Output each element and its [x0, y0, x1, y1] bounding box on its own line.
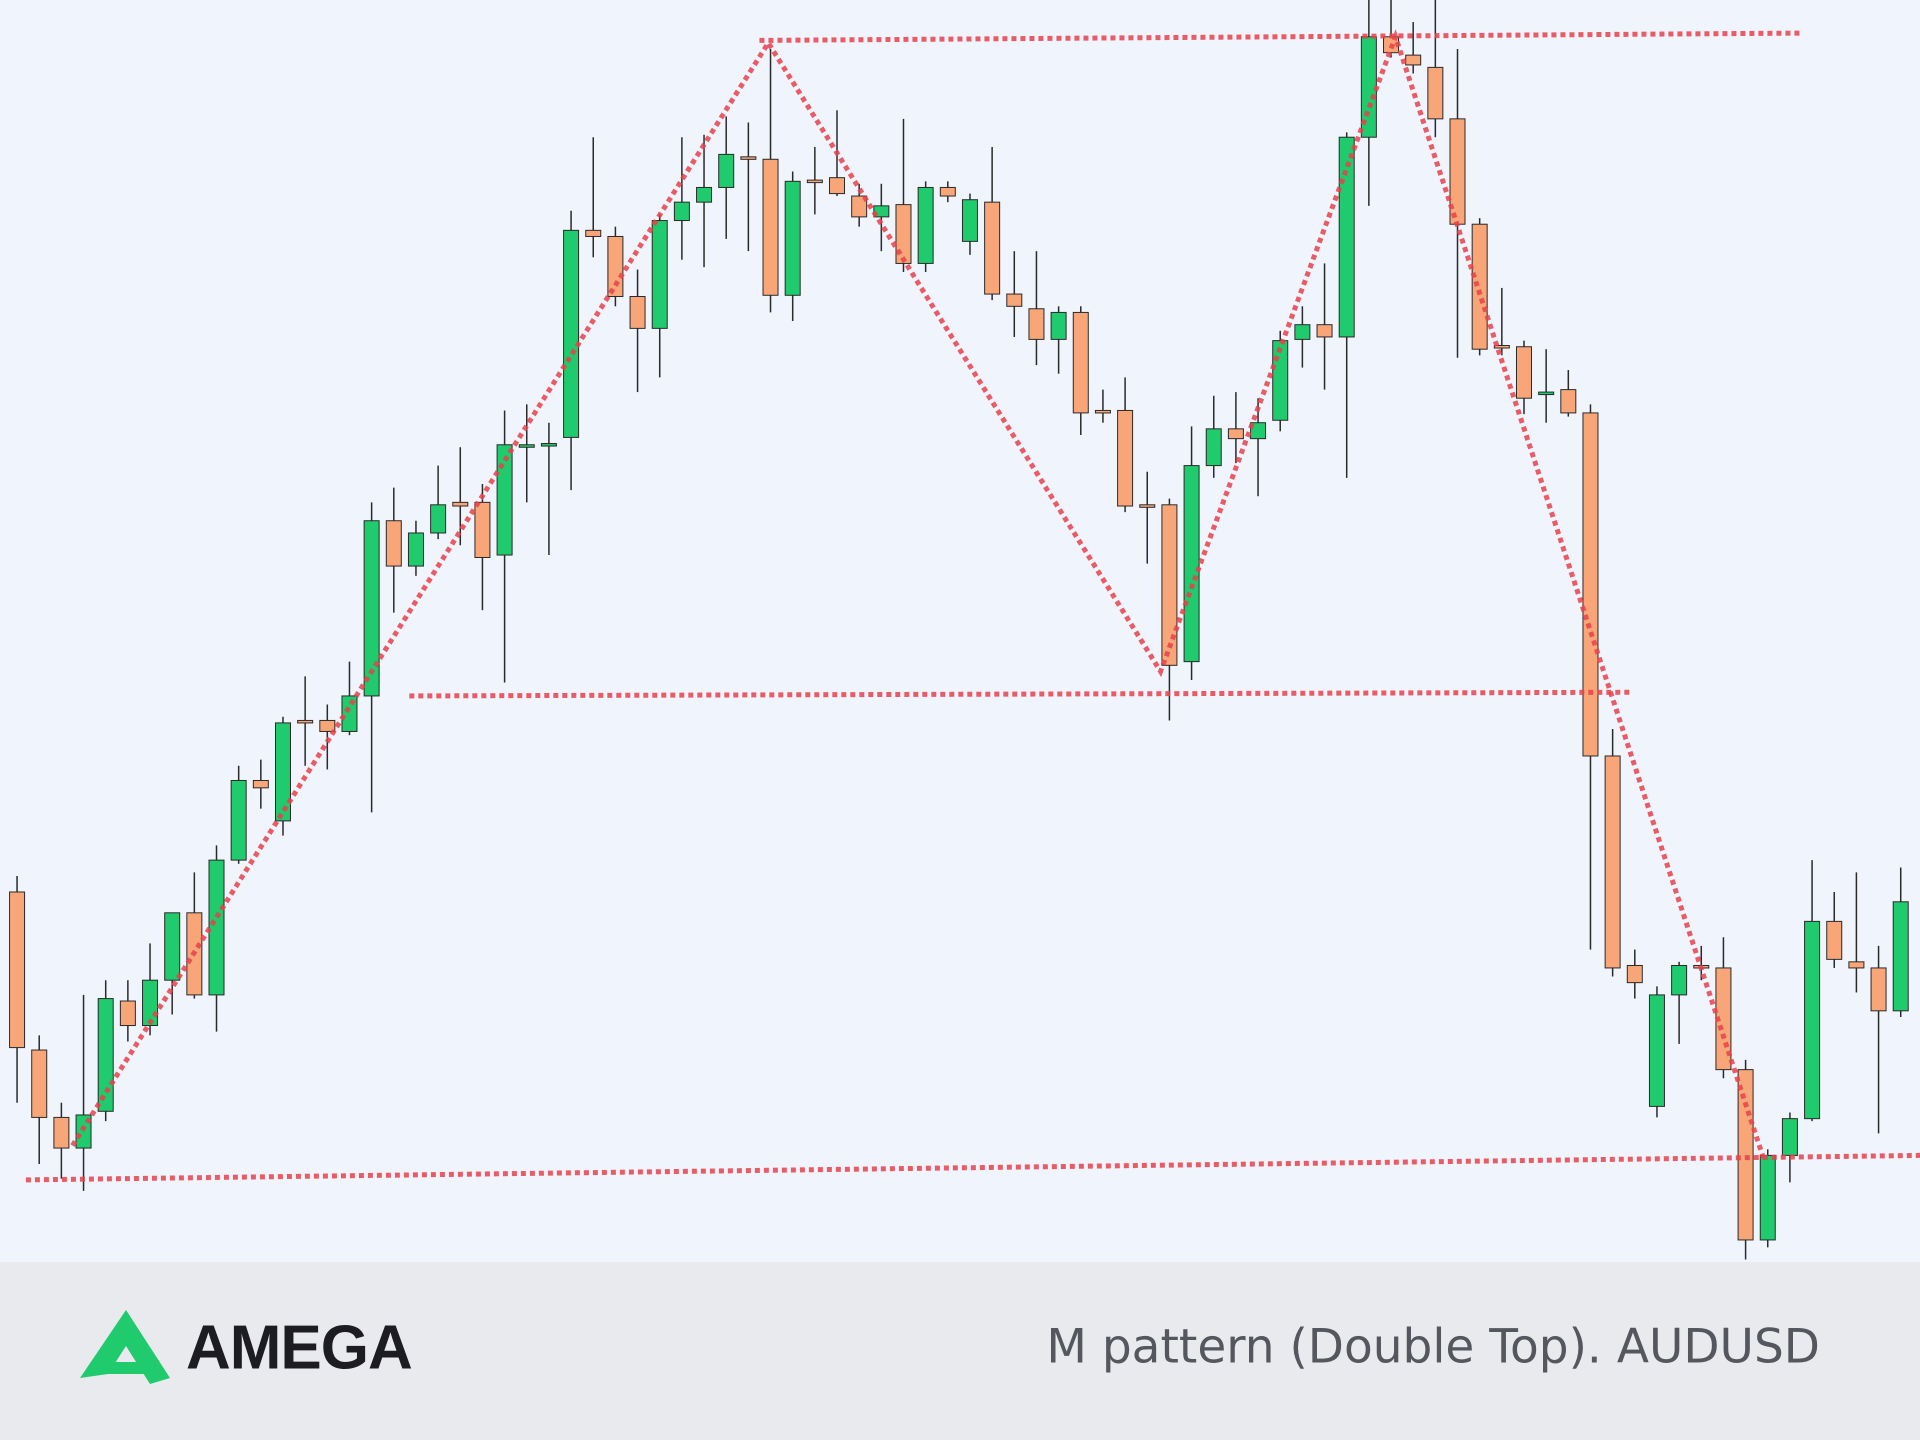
candle-body	[1205, 428, 1222, 467]
candle-body	[917, 186, 934, 264]
candle-body	[1604, 755, 1621, 969]
plot-area	[9, 0, 1920, 1260]
candle-body	[1582, 412, 1599, 757]
candle-body	[1250, 422, 1267, 440]
candle-body	[75, 1114, 92, 1149]
candle-body	[740, 156, 757, 160]
candle-body	[1804, 920, 1821, 1120]
candle-body	[961, 199, 978, 242]
chart-title: M pattern (Double Top). AUDUSD	[1046, 1320, 1820, 1375]
candle-body	[784, 180, 801, 296]
candle-body	[851, 195, 868, 218]
candle-body	[1405, 54, 1422, 66]
candle-body	[1560, 389, 1577, 414]
candle-body	[1117, 409, 1134, 507]
pattern-line	[70, 29, 1766, 1159]
candle-body	[1427, 66, 1444, 120]
candle-body	[939, 186, 956, 197]
candle-body	[1006, 293, 1023, 307]
candle-body	[1826, 920, 1843, 960]
candle-body	[651, 220, 668, 329]
candle-body	[496, 444, 513, 556]
candle-body	[1671, 964, 1688, 996]
candle-body	[1139, 504, 1156, 508]
candle-body	[895, 204, 912, 264]
candle-body	[673, 201, 690, 222]
candle-body	[984, 201, 1001, 295]
candle-body	[1227, 428, 1244, 440]
candle-body	[540, 443, 557, 447]
footer	[0, 1262, 1920, 1440]
candle-body	[1648, 994, 1665, 1107]
candle-body	[164, 912, 181, 981]
candle-body	[1072, 311, 1089, 414]
candle-body	[119, 1000, 136, 1027]
candle-body	[385, 520, 402, 567]
candle-body	[1848, 961, 1865, 969]
candle-body	[31, 1049, 48, 1118]
candle-body	[563, 229, 580, 438]
candle-body	[97, 998, 114, 1112]
candle-body	[407, 532, 424, 567]
candle-body	[1892, 901, 1909, 1012]
candle-body	[696, 186, 713, 203]
candle-body	[585, 229, 602, 237]
candle-body	[208, 859, 225, 996]
candle-body	[252, 779, 269, 789]
candle-body	[829, 177, 846, 195]
candle-body	[806, 179, 823, 184]
candle-body	[1781, 1118, 1798, 1156]
candle-body	[452, 501, 469, 507]
pattern-line	[759, 30, 1804, 43]
candle-body	[1294, 324, 1311, 340]
candle-body	[1515, 346, 1532, 399]
candle-body	[1050, 311, 1067, 340]
candle-body	[718, 153, 735, 188]
candle-body	[1028, 308, 1045, 340]
candle-body	[474, 501, 491, 558]
candle-body	[518, 444, 535, 448]
candle-body	[1626, 964, 1643, 984]
candle-body	[230, 779, 247, 861]
candle-body	[297, 719, 314, 724]
candle-body	[629, 296, 646, 329]
candle-body	[1338, 136, 1355, 338]
candle-body	[1161, 504, 1178, 666]
candle-body	[762, 158, 779, 296]
candle-body	[53, 1116, 70, 1149]
candle-body	[363, 520, 380, 697]
candle-body	[1183, 465, 1200, 663]
candle-body	[1870, 967, 1887, 1012]
candle-body	[319, 719, 336, 732]
logo-text: AMEGA	[186, 1313, 412, 1382]
candle-body	[1493, 345, 1510, 349]
candle-body	[1759, 1154, 1776, 1241]
candle-body	[1471, 223, 1488, 350]
pattern-line	[25, 1152, 1920, 1183]
candle-body	[607, 235, 624, 298]
logo: AMEGA	[80, 1310, 413, 1384]
candle-body	[1316, 324, 1333, 338]
candle-body	[1094, 409, 1111, 414]
candle-body	[430, 504, 447, 534]
candle-body	[274, 722, 291, 822]
pattern-line	[409, 689, 1633, 699]
logo-icon-bar	[104, 1362, 154, 1374]
plot-background	[0, 0, 1920, 1262]
candle-body	[873, 205, 890, 218]
candle-body	[9, 891, 26, 1049]
candle-body	[1538, 391, 1555, 396]
